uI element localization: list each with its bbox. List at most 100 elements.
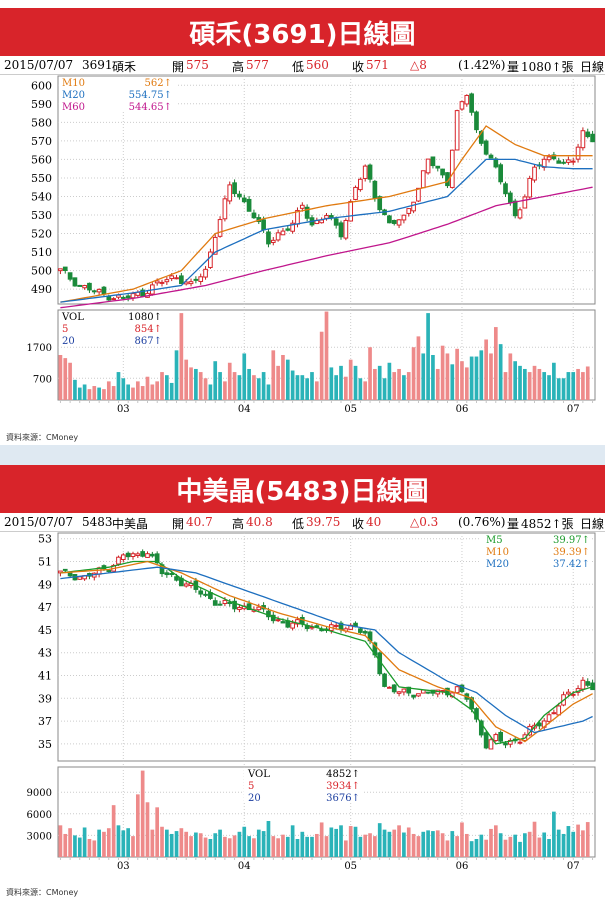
volume-bar xyxy=(111,386,116,400)
volume-bar xyxy=(547,375,551,400)
volume-label: 量 xyxy=(507,60,520,74)
volume-bar xyxy=(247,836,251,857)
candle-body xyxy=(353,186,358,200)
moving-average-line xyxy=(60,125,593,303)
day-tick xyxy=(176,401,178,403)
day-tick xyxy=(388,401,390,403)
candle-body xyxy=(464,94,470,105)
volume-bar xyxy=(276,838,280,857)
day-tick xyxy=(398,401,400,403)
day-tick xyxy=(553,858,555,860)
volume-bar xyxy=(121,378,126,400)
volume-bar xyxy=(358,378,363,400)
candle-body xyxy=(58,268,63,272)
volume-bar xyxy=(334,828,339,857)
volume-bar xyxy=(135,794,140,857)
legend-background xyxy=(480,534,592,568)
day-tick xyxy=(243,401,245,403)
volume-bar xyxy=(63,833,68,857)
candle-body xyxy=(474,111,479,131)
candle-body xyxy=(420,170,426,189)
day-tick xyxy=(205,401,207,403)
day-tick xyxy=(127,401,129,403)
day-tick xyxy=(534,401,536,403)
volume-bar xyxy=(547,839,551,857)
volume-bar xyxy=(527,831,532,857)
candle-body xyxy=(169,275,175,280)
day-tick xyxy=(330,858,332,860)
timeframe-label: 日線 xyxy=(580,517,605,531)
candle-body xyxy=(130,293,136,299)
candle-body xyxy=(590,133,595,143)
day-tick xyxy=(456,401,458,403)
volume-bar xyxy=(344,376,348,400)
volume-bar xyxy=(416,836,421,857)
candle-body xyxy=(193,278,199,281)
day-tick xyxy=(388,858,390,860)
candle-body xyxy=(411,694,416,698)
month-tick-label: 04 xyxy=(238,404,251,415)
day-tick xyxy=(292,401,294,403)
month-tick-label: 06 xyxy=(456,861,469,872)
month-tick-label: 06 xyxy=(456,404,469,415)
day-tick xyxy=(156,401,158,403)
day-tick xyxy=(156,858,158,860)
day-tick xyxy=(592,858,594,860)
volume-bar xyxy=(92,840,97,857)
month-tick-label: 05 xyxy=(344,404,357,415)
price-tick-label: 49 xyxy=(38,578,52,591)
candle-body xyxy=(459,101,465,110)
volume-bar xyxy=(131,387,135,400)
candle-body xyxy=(188,281,194,285)
price-tick-label: 45 xyxy=(38,624,52,637)
volume-bar xyxy=(73,379,77,400)
legend-name: M60 xyxy=(62,102,85,113)
volume-bar xyxy=(484,839,488,857)
volume-bar xyxy=(145,802,150,857)
volume-bar xyxy=(324,311,329,400)
close-label: 收 xyxy=(352,60,365,74)
volume-bar xyxy=(440,833,445,857)
volume-bar xyxy=(194,832,198,857)
candle-body xyxy=(469,93,474,113)
day-tick xyxy=(176,858,178,860)
legend-name: VOL xyxy=(61,312,84,323)
candle-body xyxy=(198,276,204,282)
candle-body xyxy=(295,619,300,625)
day-tick xyxy=(437,858,439,860)
price-tick-label: 500 xyxy=(31,265,52,278)
volume-bar xyxy=(92,386,97,400)
volume-bar xyxy=(155,807,160,857)
candle-body xyxy=(270,239,276,243)
change-pct: (1.42%) xyxy=(458,58,506,72)
candle-body xyxy=(169,572,175,576)
candle-body xyxy=(517,209,523,219)
candle-body xyxy=(164,279,170,283)
candle-body xyxy=(174,576,179,581)
day-tick xyxy=(108,858,110,860)
candle-body xyxy=(62,568,68,571)
candle-body xyxy=(333,218,339,226)
candle-body xyxy=(212,600,218,606)
volume-bar xyxy=(537,368,542,400)
chart-title: 中美晶(5483)日線圖 xyxy=(176,477,429,507)
volume-bar xyxy=(116,825,121,857)
high-value: 40.8 xyxy=(246,515,273,529)
volume-bar xyxy=(227,362,232,400)
candle-body xyxy=(275,232,281,241)
day-tick xyxy=(69,858,71,860)
volume-bar xyxy=(464,367,469,400)
price-tick-label: 35 xyxy=(38,738,52,751)
candle-body xyxy=(387,686,392,689)
candle-body xyxy=(237,606,242,610)
volume-bar xyxy=(198,833,203,857)
volume-bar xyxy=(160,826,164,857)
volume-bar xyxy=(503,372,508,400)
volume-bar xyxy=(198,372,203,400)
candle-body xyxy=(367,164,373,180)
legend-name: 5 xyxy=(62,324,68,335)
volume-bar xyxy=(218,829,222,857)
candle-body xyxy=(275,619,281,622)
day-tick xyxy=(137,401,139,403)
candle-body xyxy=(546,156,552,161)
